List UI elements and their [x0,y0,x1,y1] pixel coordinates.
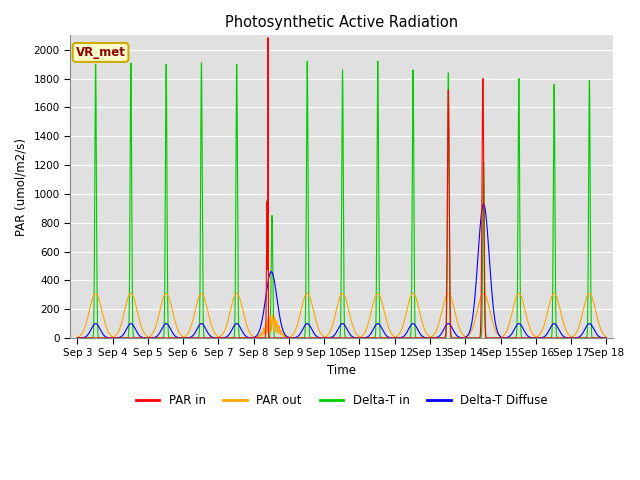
Line: PAR in: PAR in [77,38,606,338]
Delta-T in [374,59,381,64]
PAR out [580,303,588,309]
Delta-T Diffuse [253,332,261,338]
Delta-T Diffuse [460,335,468,341]
PAR out [74,335,81,340]
PAR in [253,335,261,341]
X-axis label: Time: Time [327,364,356,377]
Y-axis label: PAR (umol/m2/s): PAR (umol/m2/s) [15,138,28,236]
PAR out [324,332,332,338]
Title: Photosynthetic Active Radiation: Photosynthetic Active Radiation [225,15,458,30]
Delta-T Diffuse [324,335,332,341]
PAR in [264,35,272,41]
Delta-T in [573,335,581,341]
PAR out [602,335,610,341]
PAR in [475,335,483,341]
Line: PAR out: PAR out [77,293,606,338]
Delta-T in [324,335,332,341]
PAR in [602,335,610,341]
Line: Delta-T Diffuse: Delta-T Diffuse [77,204,606,338]
PAR in [324,335,332,341]
Delta-T in [602,335,610,341]
Delta-T Diffuse [573,335,581,340]
Legend: PAR in, PAR out, Delta-T in, Delta-T Diffuse: PAR in, PAR out, Delta-T in, Delta-T Dif… [131,389,553,412]
PAR in [580,335,588,341]
Delta-T in [460,335,468,341]
Delta-T in [475,335,483,341]
Delta-T in [253,335,261,341]
Delta-T Diffuse [602,335,610,341]
Text: VR_met: VR_met [76,46,125,59]
PAR in [74,335,81,341]
PAR in [460,335,468,341]
PAR out [475,301,483,307]
PAR out [374,290,381,296]
PAR out [573,327,581,333]
Line: Delta-T in: Delta-T in [77,61,606,338]
PAR out [460,333,468,339]
Delta-T Diffuse [480,201,488,207]
Delta-T Diffuse [74,335,81,341]
PAR out [253,334,261,339]
Delta-T Diffuse [475,240,483,246]
PAR in [573,335,581,341]
Delta-T in [74,335,81,341]
Delta-T in [580,335,588,341]
Delta-T Diffuse [580,328,588,334]
